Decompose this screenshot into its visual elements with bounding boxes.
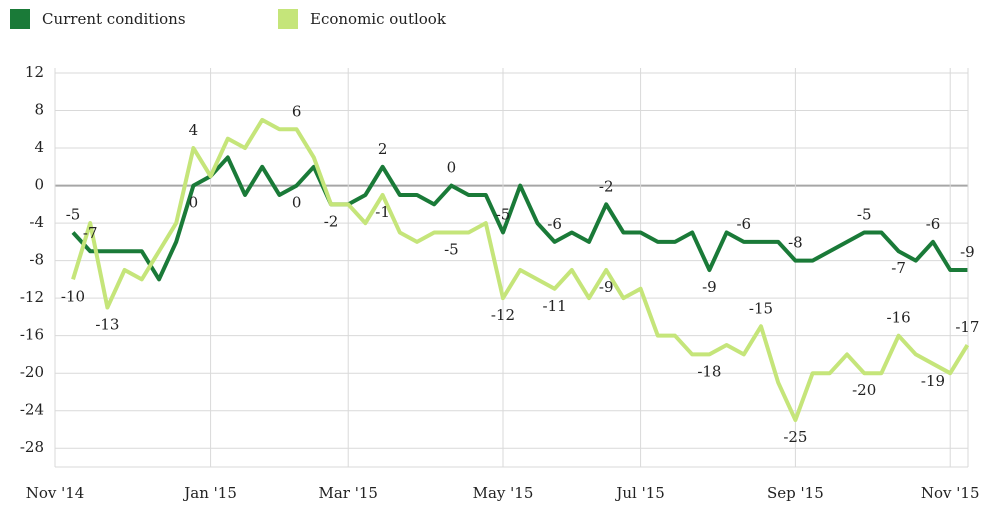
data-label: -25 [783, 428, 807, 446]
data-label: -5 [66, 205, 81, 223]
data-label: 4 [189, 121, 199, 139]
y-tick-label: -12 [20, 288, 44, 306]
x-tick-label: Sep '15 [767, 484, 824, 502]
data-label: -18 [697, 362, 721, 380]
data-label: -9 [599, 278, 614, 296]
y-tick-label: -4 [29, 213, 44, 231]
series-line [71, 155, 968, 282]
data-label: 0 [447, 159, 457, 177]
data-label: -11 [543, 297, 567, 315]
y-tick-label: 0 [34, 176, 44, 194]
data-label: -9 [960, 243, 975, 261]
y-tick-label: -8 [29, 251, 44, 269]
data-label: -10 [61, 287, 85, 305]
data-label: 0 [189, 194, 199, 212]
data-label: -2 [324, 212, 339, 230]
y-tick-label: 8 [34, 101, 44, 119]
data-label: -15 [749, 299, 773, 317]
data-label: 6 [292, 102, 302, 120]
series-line [71, 117, 970, 423]
data-label: -2 [599, 177, 614, 195]
data-label: -5 [857, 205, 872, 223]
data-label: -20 [852, 381, 876, 399]
x-tick-label: Mar '15 [318, 484, 377, 502]
x-tick-label: Nov '15 [921, 484, 980, 502]
x-tick-label: Jul '15 [614, 484, 664, 502]
y-tick-label: -24 [20, 401, 44, 419]
data-label: -17 [955, 318, 979, 336]
data-label: -9 [702, 278, 717, 296]
data-label: -16 [887, 309, 911, 327]
data-label: -7 [83, 224, 98, 242]
legend-swatch [278, 9, 298, 29]
data-label: -1 [375, 203, 390, 221]
x-tick-label: Jan '15 [182, 484, 237, 502]
y-tick-label: -16 [20, 326, 44, 344]
data-label: -7 [891, 259, 906, 277]
data-label: -8 [788, 234, 803, 252]
y-tick-label: 4 [34, 138, 44, 156]
legend-swatch [10, 9, 30, 29]
y-tick-label: -20 [20, 363, 44, 381]
data-label: -6 [736, 215, 751, 233]
data-label: -6 [547, 215, 562, 233]
data-label: -13 [95, 316, 119, 334]
y-tick-label: -28 [20, 438, 44, 456]
data-label: 2 [378, 140, 388, 158]
legend-label: Current conditions [42, 10, 186, 28]
data-label: 0 [292, 194, 302, 212]
data-label: -6 [926, 215, 941, 233]
x-tick-label: Nov '14 [26, 484, 85, 502]
data-label: -5 [444, 240, 459, 258]
data-label: -5 [496, 205, 511, 223]
data-label: -12 [491, 306, 515, 324]
x-tick-label: May '15 [473, 484, 534, 502]
data-label: -19 [921, 372, 945, 390]
legend-label: Economic outlook [310, 10, 447, 28]
y-tick-label: 12 [25, 63, 44, 81]
